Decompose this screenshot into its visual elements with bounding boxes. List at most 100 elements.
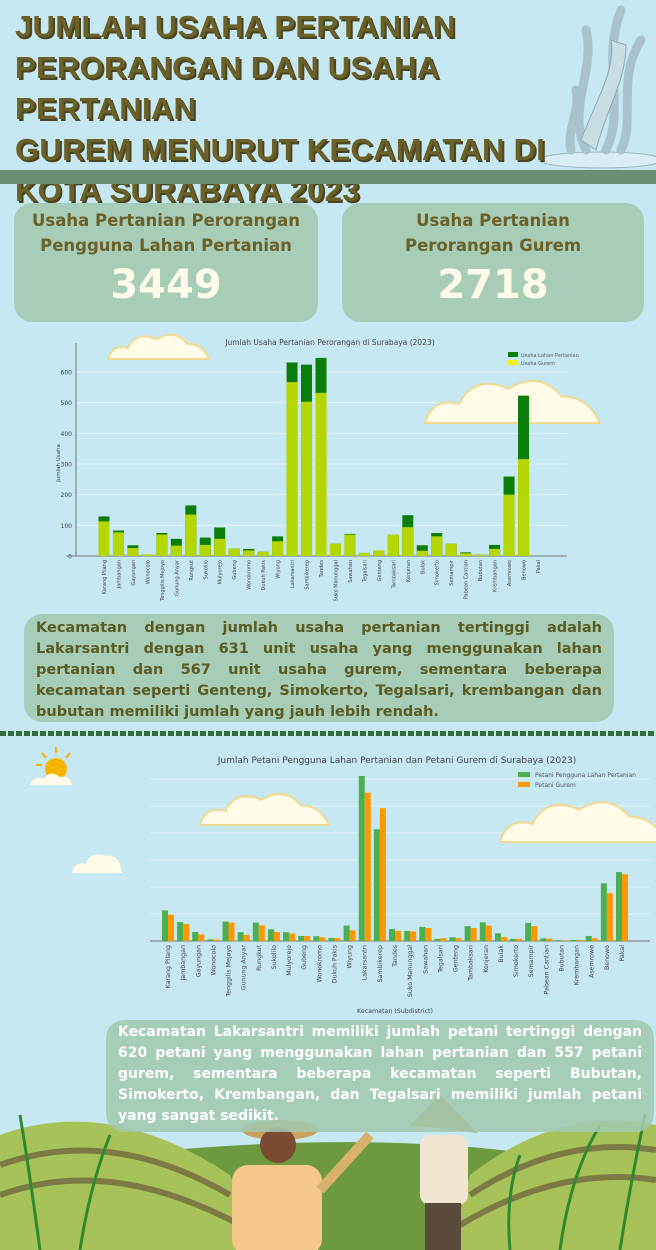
x-tick-label: Gubeng: [232, 560, 238, 580]
x-tick-label: Suko Manunggal: [333, 560, 339, 601]
bar-gurem-8: [214, 538, 226, 556]
bar-lahan-9: [298, 935, 305, 941]
sun-icon: [30, 747, 72, 785]
x-tick-label: Gayungan: [195, 945, 202, 977]
divider-band: [0, 170, 656, 184]
bar-lahan-10: [313, 936, 320, 941]
bar-lahan-18: [434, 938, 441, 941]
chart-petani: Jumlah Petani Pengguna Lahan Pertanian d…: [150, 756, 656, 1015]
bar-lahan-6: [252, 922, 259, 941]
bar-gurem-23: [431, 536, 443, 556]
x-tick-label: Jambangan: [116, 560, 122, 589]
x-tick-label: Wonocolo: [210, 945, 217, 976]
x-tick-label: Lakarsantri: [290, 560, 296, 588]
bar-lahan-13: [358, 776, 365, 941]
x-tick-label: Sawahan: [348, 560, 354, 583]
x-tick-label: Bubutan: [558, 945, 565, 972]
bar-gurem-18: [358, 552, 370, 556]
bar-lahan-20: [464, 926, 471, 941]
bar-gurem-23: [516, 938, 523, 941]
x-tick-label: Gunung Anyar: [241, 945, 248, 991]
bar-lahan-28: [585, 935, 592, 941]
x-tick-label: Wonokromo: [316, 945, 323, 983]
bar-gurem-26: [474, 554, 486, 556]
x-tick-label: Mulyorejo: [218, 560, 224, 584]
bar-gurem-14: [379, 808, 386, 941]
x-tick-label: Rungkut: [189, 560, 195, 581]
summary-text-1: Kecamatan dengan jumlah usaha pertanian …: [24, 614, 614, 722]
bar-gurem-5: [243, 934, 250, 941]
bar-gurem-21: [485, 925, 492, 941]
x-tick-label: Bulak: [498, 945, 505, 963]
x-tick-label: Mulyorejo: [286, 945, 293, 976]
x-tick-label: Pabean Cantian: [464, 560, 470, 599]
legend-swatch-lahan: [508, 352, 518, 357]
x-tick-label: Sambikerep: [305, 560, 311, 590]
bar-gurem-19: [373, 550, 385, 556]
bar-gurem-20: [470, 927, 477, 941]
bar-gurem-28: [591, 938, 598, 941]
chart-title: Jumlah Usaha Pertanian Perorangan di Sur…: [224, 338, 434, 347]
x-tick-label: Rungkut: [256, 944, 263, 971]
bar-gurem-16: [410, 931, 417, 941]
title-line: GUREM MENURUT KECAMATAN DI: [15, 132, 546, 167]
bar-gurem-25: [460, 553, 472, 556]
stat-label: Usaha Pertanian Perorangan Pengguna Laha…: [32, 211, 300, 255]
legend-label: Usaha Gurem: [521, 361, 555, 367]
x-tick-label: Asemrowo: [507, 560, 513, 586]
cloud-icon: [423, 379, 602, 424]
x-tick-label: Pakal: [619, 945, 626, 962]
bar-lahan-0: [162, 910, 168, 941]
bar-gurem-6: [185, 514, 197, 556]
bar-gurem-10: [243, 550, 255, 556]
bar-lahan-11: [328, 938, 335, 941]
bar-gurem-15: [315, 392, 327, 556]
bar-gurem-29: [518, 459, 530, 556]
bar-gurem-27: [489, 548, 501, 556]
bar-gurem-13: [286, 382, 298, 556]
title-line: JUMLAH USAHA PERTANIAN: [15, 9, 456, 44]
x-tick-label: Bulak: [420, 560, 426, 574]
bar-gurem-17: [344, 534, 356, 556]
cloud-icon: [498, 801, 656, 843]
summary-text-2: Kecamatan Lakarsantri memiliki jumlah pe…: [106, 1020, 654, 1132]
x-tick-label: Wiyung: [276, 560, 282, 579]
legend-label: Petani Gurem: [535, 782, 576, 789]
title-line: PERORANGAN DAN USAHA PERTANIAN: [15, 50, 439, 126]
dashed-separator: [0, 731, 656, 736]
bar-gurem-1: [183, 923, 190, 941]
legend-swatch-gurem: [518, 782, 530, 787]
x-tick-label: Tambaksari: [391, 560, 397, 589]
x-tick-label: Sukolilo: [203, 560, 209, 579]
bar-gurem-2: [198, 934, 205, 941]
bar-gurem-7: [273, 931, 280, 941]
x-tick-label: Benowo: [522, 560, 528, 580]
x-tick-label: Tandes: [319, 560, 325, 579]
x-axis-label: Kecamatan (Subdistrict): [357, 1008, 433, 1015]
bar-gurem-9: [228, 548, 240, 556]
bar-lahan-5: [237, 932, 244, 941]
x-tick-label: Simokerto: [513, 945, 520, 977]
chart-title: Jumlah Petani Pengguna Lahan Pertanian d…: [217, 756, 576, 766]
bar-lahan-4: [222, 921, 229, 941]
x-tick-label: Gayungan: [131, 560, 137, 586]
bar-lahan-2: [192, 931, 199, 941]
bar-gurem-0: [98, 521, 110, 556]
x-tick-label: Genteng: [453, 945, 460, 972]
x-tick-label: Krembangan: [574, 945, 581, 985]
bar-gurem-14: [301, 401, 313, 556]
bar-lahan-27: [570, 939, 577, 941]
x-tick-label: Tenggilis Mejoyo: [160, 560, 166, 602]
x-tick-label: Simokerto: [435, 560, 441, 585]
bar-gurem-15: [395, 930, 401, 941]
x-tick-label: Gubeng: [301, 945, 308, 970]
y-tick-label: 400: [61, 431, 73, 438]
x-tick-label: Sukolilo: [271, 945, 278, 970]
x-tick-label: Suko Manunggal: [407, 945, 414, 997]
x-tick-label: Tandes: [392, 945, 399, 968]
x-tick-label: Semampir: [449, 559, 455, 586]
bar-lahan-3: [207, 939, 214, 941]
x-tick-label: Karang Pilang: [102, 560, 108, 594]
bar-gurem-21: [402, 527, 414, 556]
y-tick-label: 0: [68, 554, 72, 561]
